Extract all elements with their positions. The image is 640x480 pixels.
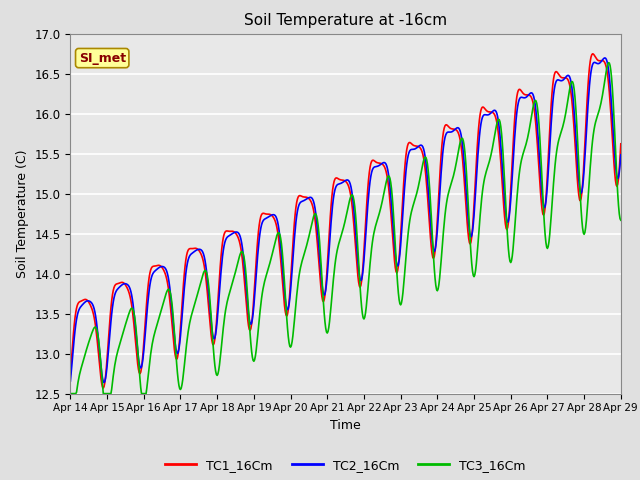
Y-axis label: Soil Temperature (C): Soil Temperature (C) [16,149,29,278]
Text: SI_met: SI_met [79,51,126,65]
TC1_16Cm [99,385,107,391]
TC1_16Cm [67,371,74,377]
TC1_16Cm [567,91,575,96]
Line: TC1_16Cm: TC1_16Cm [70,54,621,388]
TC2_16Cm [601,55,609,61]
Title: Soil Temperature at -16cm: Soil Temperature at -16cm [244,13,447,28]
TC3_16Cm [337,233,345,239]
TC2_16Cm [188,251,196,256]
TC2_16Cm [392,251,399,257]
TC3_16Cm [605,60,612,66]
TC2_16Cm [338,180,346,186]
TC2_16Cm [67,378,74,384]
X-axis label: Time: Time [330,419,361,432]
TC3_16Cm [211,363,219,369]
Legend: TC1_16Cm, TC2_16Cm, TC3_16Cm: TC1_16Cm, TC2_16Cm, TC3_16Cm [160,454,531,477]
TC1_16Cm [392,264,399,270]
TC1_16Cm [445,125,453,131]
TC3_16Cm [67,391,74,396]
TC2_16Cm [567,80,575,85]
TC3_16Cm [445,189,452,194]
Line: TC2_16Cm: TC2_16Cm [70,58,621,383]
Line: TC3_16Cm: TC3_16Cm [70,63,621,394]
TC3_16Cm [617,217,625,223]
TC2_16Cm [100,380,108,385]
TC1_16Cm [589,51,596,57]
TC2_16Cm [445,129,453,135]
TC2_16Cm [617,152,625,157]
TC1_16Cm [617,141,625,147]
TC3_16Cm [390,229,398,235]
TC2_16Cm [212,331,220,337]
TC3_16Cm [188,313,195,319]
TC3_16Cm [566,83,574,89]
TC1_16Cm [338,177,346,183]
TC1_16Cm [212,329,220,335]
TC1_16Cm [188,246,196,252]
